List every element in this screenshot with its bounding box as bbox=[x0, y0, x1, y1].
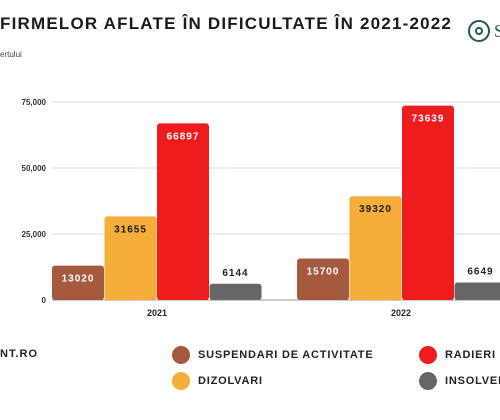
y-tick-label: 50,000 bbox=[22, 164, 47, 173]
chart-title: FIRMELOR AFLATE ÎN DIFICULTATE ÎN 2021-2… bbox=[0, 14, 453, 33]
bar-insolvente-2021 bbox=[209, 283, 262, 300]
bar-dizolvari-2022 bbox=[349, 196, 402, 300]
data-label: 6649 bbox=[467, 266, 493, 277]
legend-swatch-insolvente bbox=[419, 372, 437, 390]
legend-label: DIZOLVARI bbox=[198, 375, 263, 387]
y-tick-label: 25,000 bbox=[22, 230, 47, 239]
bar-dizolvari-2021 bbox=[104, 216, 157, 300]
legend-item-dizolvari: DIZOLVARI bbox=[172, 372, 263, 390]
data-label: 6144 bbox=[222, 268, 248, 279]
chart-subtitle: ertului bbox=[0, 50, 22, 59]
logo-text: S bbox=[494, 20, 500, 41]
data-label: 31655 bbox=[114, 224, 147, 235]
legend-label: INSOLVEN bbox=[445, 375, 500, 387]
x-tick-label: 2022 bbox=[391, 308, 411, 318]
bar-insolvente-2022 bbox=[454, 282, 500, 300]
data-label: 15700 bbox=[307, 267, 340, 278]
y-tick-label: 75,000 bbox=[22, 98, 47, 107]
legend-label: RADIERI bbox=[445, 349, 496, 361]
legend-item-insolvente: INSOLVEN bbox=[419, 372, 500, 390]
data-label: 39320 bbox=[359, 204, 392, 215]
bar-radieri-2022 bbox=[402, 105, 454, 300]
brand-logo: S bbox=[468, 20, 500, 42]
legend-label: SUSPENDARI DE ACTIVITATE bbox=[198, 349, 374, 361]
bar-suspendari-2022 bbox=[297, 258, 349, 300]
legend-swatch-dizolvari bbox=[172, 372, 190, 390]
data-label: 13020 bbox=[62, 274, 95, 285]
legend-swatch-radieri bbox=[419, 346, 437, 364]
legend-item-radieri: RADIERI bbox=[419, 346, 496, 364]
data-label: 66897 bbox=[167, 131, 200, 142]
x-tick-label: 2021 bbox=[147, 308, 167, 318]
legend-item-suspendari: SUSPENDARI DE ACTIVITATE bbox=[172, 346, 373, 364]
legend-swatch-suspendari bbox=[172, 346, 190, 364]
bar-suspendari-2021 bbox=[52, 265, 104, 300]
data-label: 73639 bbox=[412, 114, 445, 125]
bar-radieri-2021 bbox=[157, 123, 209, 300]
logo-icon bbox=[468, 20, 490, 42]
y-tick-label: 0 bbox=[42, 296, 47, 305]
source-label: NT.RO bbox=[0, 348, 38, 360]
